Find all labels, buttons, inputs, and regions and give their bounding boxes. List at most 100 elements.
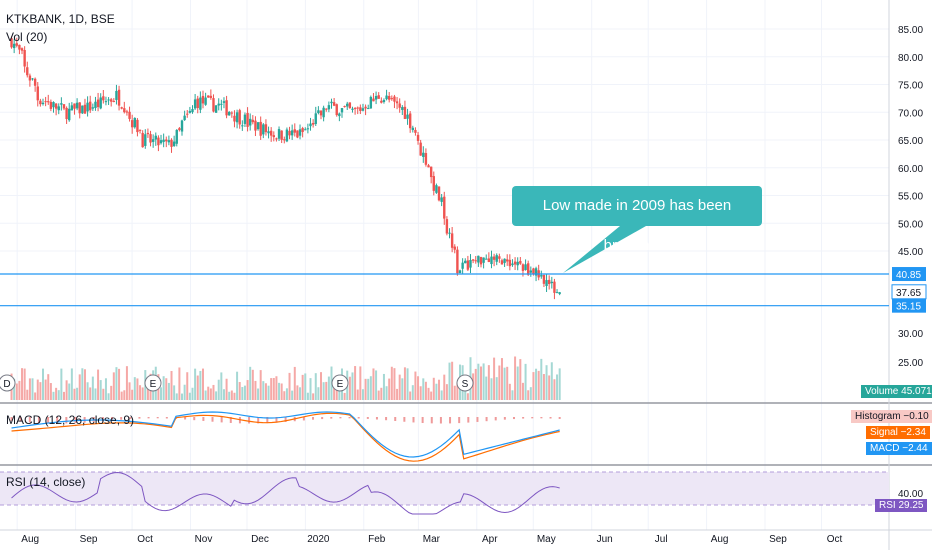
volume-bar [372,368,375,400]
candle-body [151,139,155,142]
volume-bar [417,376,420,400]
candle-body [443,196,446,219]
macd-histogram-bar [458,417,461,424]
candle-body [317,110,320,114]
volume-bar [529,387,532,400]
candle-body [500,260,504,265]
volume-bar [175,393,178,400]
volume-bar [377,390,380,400]
volume-tick-label: 25.00 [898,358,923,369]
volume-bar [91,376,94,400]
event-marker[interactable]: S [456,374,474,392]
volume-bar [348,376,351,400]
candle-body [89,101,92,111]
candle-body [519,260,522,264]
volume-bar [199,370,202,400]
candle-body [406,114,409,119]
volume-bar [401,378,404,400]
event-marker[interactable]: D [0,374,16,392]
candle-body [464,260,467,264]
macd-histogram-bar [275,417,278,423]
volume-bar [393,368,396,400]
volume-bar [301,374,304,400]
horizontal-levels[interactable] [0,273,889,307]
callout-pointer [563,226,646,273]
volume-bar [204,390,207,400]
annotation-callout[interactable]: Low made in 2009 has been breached. [512,186,762,254]
candle-body [314,113,317,124]
candle-body [201,95,205,104]
volume-bar [115,367,118,400]
candle-body [437,186,441,201]
volume-bar [542,374,545,400]
volume-bar [209,388,212,400]
event-marker-circle [0,374,16,392]
volume-bar [403,367,406,400]
chart-title: KTKBANK, 1D, BSE [6,12,115,26]
price-tick-label: 65.00 [898,136,923,147]
macd-histogram-bar [10,417,13,421]
candle-body [309,123,312,127]
volume-bar [97,369,100,400]
candle-body [498,256,501,259]
price-tick-label: 45.00 [898,247,923,258]
candle-body [304,129,307,131]
candle-body [353,108,357,110]
volume-bar [540,358,543,400]
candle-body [301,128,304,132]
price-axis[interactable]: 85.00 80.00 75.00 70.00 65.00 60.00 55.00 50.00… [891,25,927,500]
candle-body [225,100,228,116]
macd-histogram-bar [156,417,159,419]
volume-bar [236,371,239,400]
volume-bar [558,368,561,400]
price-tick-label: 80.00 [898,53,923,64]
candle-body [298,129,302,136]
candle-body [209,95,213,98]
rsi-label: RSI (14, close) [6,475,86,489]
candle-body [540,275,543,277]
volume-bar [139,385,142,400]
candle-body [393,96,396,102]
volume-bar [270,378,273,400]
volume-bar [314,373,317,400]
volume-bar [500,358,503,400]
macd-histogram-bar [531,417,534,419]
volume-bar [107,393,110,400]
volume-bar [70,368,73,400]
candle-body [403,106,407,119]
signal-badge: Signal −2.34 [866,426,930,439]
candle-body [149,134,152,143]
volume-bar [49,383,52,400]
volume-bar [312,393,315,400]
volume-bar [220,372,223,400]
volume-bar [94,388,97,400]
candle-body [469,259,472,268]
candle-body [91,107,95,109]
volume-bar [173,385,176,400]
volume-bar [52,391,55,400]
candle-body [508,259,512,267]
event-marker[interactable]: E [331,374,349,392]
candle-body [33,78,37,86]
volume-bar [57,390,60,400]
candle-body [54,103,58,109]
macd-histogram-bar [302,417,305,421]
candle-body [41,102,45,105]
candle-body [416,134,420,141]
volume-bar [194,368,197,400]
candle-body [115,90,118,100]
event-marker[interactable]: E [144,374,162,392]
macd-histogram-bar [330,417,333,419]
candle-body [372,98,375,102]
time-tick-label: Sep [80,534,98,545]
macd-histogram-bar [394,417,397,421]
candle-body [506,259,509,262]
volume-bar [278,382,281,400]
event-marker-letter: D [3,379,10,390]
volume-bar [280,383,283,400]
time-axis[interactable]: Aug Sep Oct Nov Dec 2020 Feb Mar Apr May Jun Jul Aug… [21,534,842,545]
volume-bar [424,381,427,400]
candle-body [62,104,66,109]
